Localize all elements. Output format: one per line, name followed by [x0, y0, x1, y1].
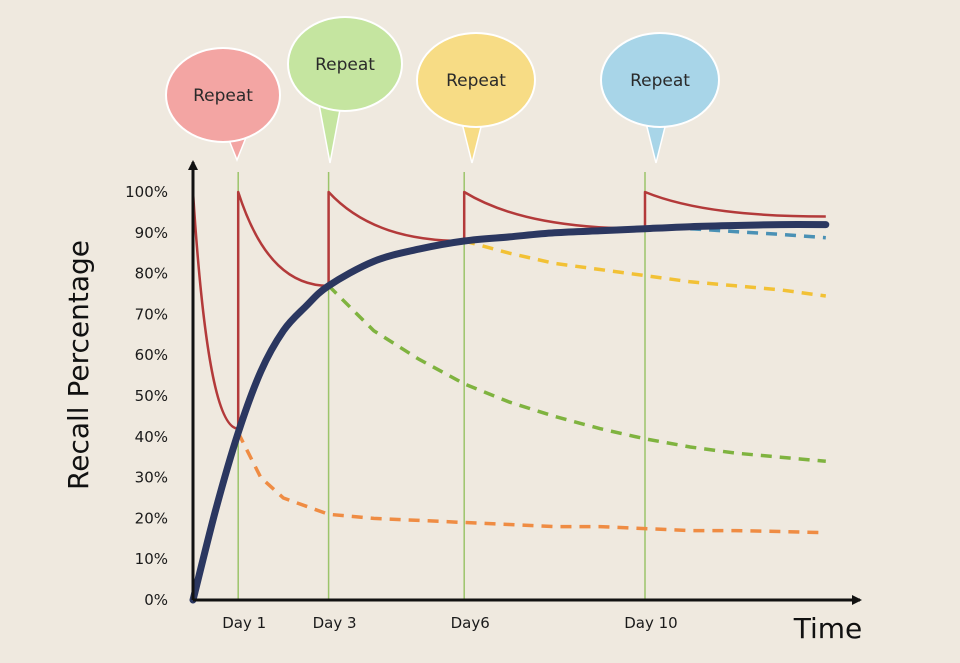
bubble-label: Repeat [630, 71, 690, 91]
bubble-label: Repeat [315, 55, 375, 75]
y-tick-label: 30% [135, 469, 168, 487]
axes [188, 160, 862, 605]
recall-sawtooth [191, 190, 826, 430]
y-tick-label: 100% [125, 183, 168, 201]
y-tick-label: 50% [135, 387, 168, 405]
bubble-body [165, 47, 281, 143]
x-axis-label: Time [793, 612, 863, 645]
retention-curve [189, 221, 830, 604]
y-tick-label: 10% [135, 550, 168, 568]
y-tick-label: 0% [144, 591, 168, 609]
y-tick-label: 20% [135, 509, 168, 527]
y-axis-label: Recall Percentage [62, 240, 95, 490]
bubble-body [416, 32, 536, 128]
bubble-body [600, 32, 720, 128]
x-tick-label: Day 1 [222, 614, 266, 632]
y-tick-label: 80% [135, 265, 168, 283]
x-tick-label: Day6 [451, 614, 490, 632]
x-tick-labels: Day 1 Day 3 Day6 Day 10 [222, 614, 678, 632]
repeat-bubble-1: Repeat [165, 47, 281, 163]
dashed-curve-3 [463, 239, 827, 298]
x-tick-label: Day 10 [624, 614, 677, 632]
y-tick-label: 40% [135, 428, 168, 446]
retention-curve-group [189, 221, 830, 604]
repeat-bubbles: Repeat Repeat Repeat Repeat [165, 16, 720, 164]
recall-sawtooth-line [191, 190, 826, 430]
y-tick-label: 90% [135, 224, 168, 242]
dashed-curve-4 [690, 226, 826, 240]
dashed-curve-1 [236, 431, 826, 535]
bubble-body [287, 16, 403, 112]
y-tick-labels: 0% 10% 20% 30% 40% 50% 60% 70% 80% 90% 100% [125, 183, 168, 609]
dashed-curve-2 [327, 284, 826, 464]
forgetting-dashed-curves [236, 226, 827, 535]
repeat-day-lines [237, 172, 646, 600]
y-tick-label: 60% [135, 346, 168, 364]
bubble-label: Repeat [446, 71, 506, 91]
repeat-bubble-3: Repeat [287, 16, 403, 164]
x-tick-label: Day 3 [313, 614, 357, 632]
repeat-bubble-10: Repeat [600, 32, 720, 164]
bubble-label: Repeat [193, 86, 253, 106]
repeat-bubble-6: Repeat [416, 32, 536, 164]
y-tick-label: 70% [135, 305, 168, 323]
